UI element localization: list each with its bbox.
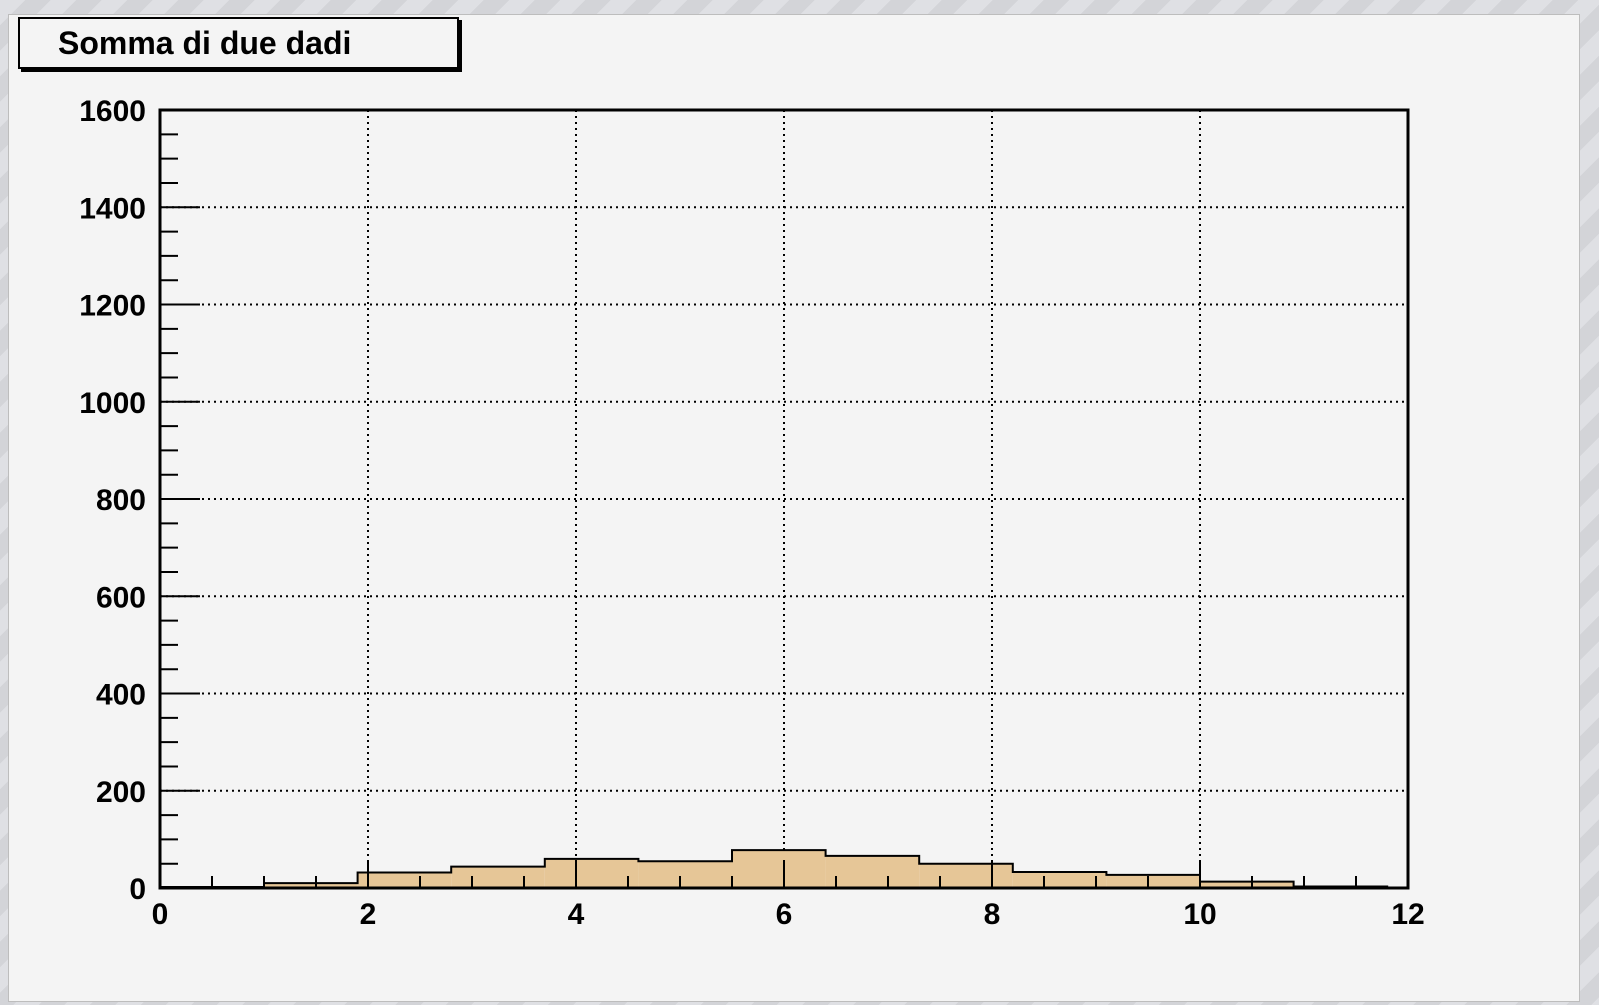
chart-title: Somma di due dadi: [58, 25, 352, 61]
axes-layer: [158, 108, 1410, 890]
histogram-bar: [825, 855, 920, 888]
y-tick-label: 200: [96, 776, 146, 809]
y-tick-label: 1200: [79, 290, 146, 323]
y-tick-label: 600: [96, 581, 146, 614]
chart-title-box: Somma di due dadi: [18, 17, 459, 69]
histogram-bar: [638, 861, 732, 888]
histogram-bar: [544, 858, 639, 888]
x-tick-label: 0: [152, 898, 169, 931]
histogram-bar: [357, 872, 452, 888]
histogram-bar: [1012, 871, 1107, 888]
x-tick-label: 6: [776, 898, 793, 931]
x-tick-label: 4: [568, 898, 585, 931]
y-tick-label: 0: [129, 873, 146, 906]
histogram-bar: [919, 863, 1013, 888]
y-tick-label: 400: [96, 679, 146, 712]
x-tick-label: 8: [984, 898, 1001, 931]
histogram-bar: [451, 866, 545, 888]
y-tick-label: 1600: [79, 95, 146, 128]
histogram-bar: [1106, 874, 1200, 888]
x-tick-label: 12: [1391, 898, 1424, 931]
y-tick-label: 1000: [79, 387, 146, 420]
y-tick-label: 1400: [79, 192, 146, 225]
histogram-bar: [1200, 881, 1294, 888]
histogram-bar: [732, 850, 826, 888]
y-tick-label: 800: [96, 484, 146, 517]
histogram-outline: [160, 849, 1408, 889]
grid-layer: [160, 110, 1408, 888]
x-tick-label: 10: [1183, 898, 1216, 931]
labels-layer: 0 200 400 600 800 1000 1200 1400 1600 0 2 4 6 8 10 12: [79, 95, 1424, 931]
histogram-bar: [264, 883, 358, 888]
x-tick-label: 2: [360, 898, 377, 931]
